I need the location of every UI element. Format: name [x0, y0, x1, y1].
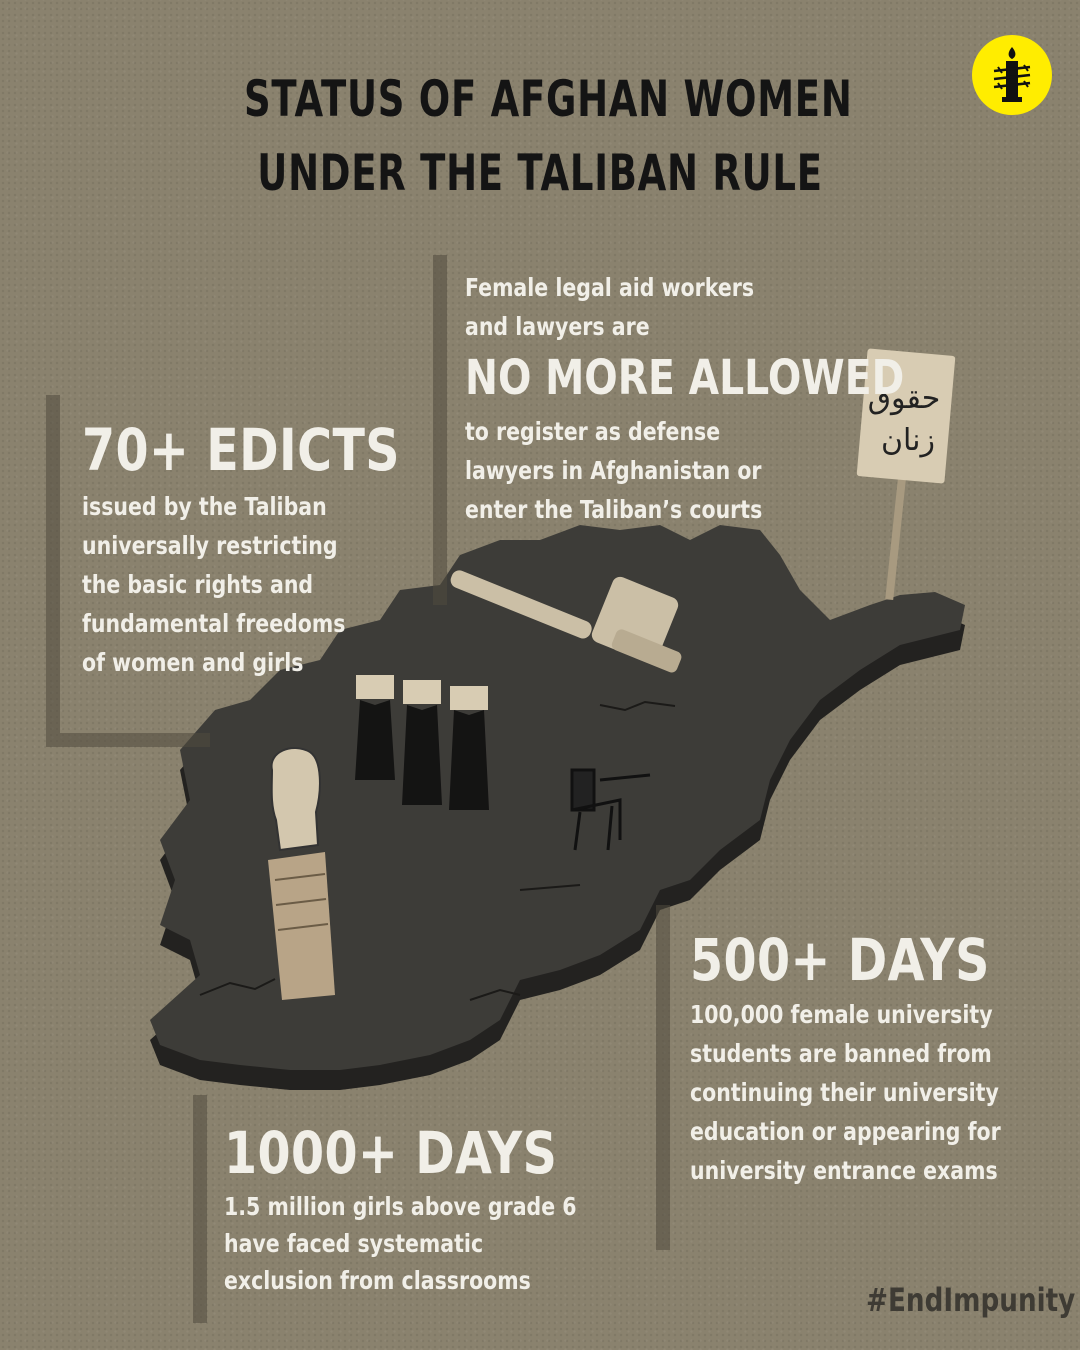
lawyers-line: lawyers in Afghanistan or — [465, 456, 762, 485]
university-line: continuing their university — [690, 1078, 999, 1107]
sign-text-1: حقوق — [868, 381, 941, 416]
lawyers-intro-line: Female legal aid workers — [465, 273, 755, 302]
raised-fist-icon — [268, 747, 335, 1000]
university-line: university entrance exams — [690, 1156, 998, 1185]
sign-text-2: زنان — [881, 423, 935, 458]
schools-headline: 1000+ DAYS — [224, 1119, 558, 1187]
lawyers-line: enter the Taliban’s courts — [465, 495, 763, 524]
school-chair-icon — [570, 768, 651, 851]
gavel-icon — [450, 570, 682, 673]
university-bracket — [656, 905, 670, 1250]
amnesty-logo — [972, 35, 1052, 115]
hashtag-text: #EndImpunity — [866, 1281, 1076, 1319]
schools-line: have faced systematic — [224, 1229, 484, 1258]
edicts-line: of women and girls — [82, 648, 304, 677]
edicts-line: universally restricting — [82, 531, 338, 560]
university-stat: 500+ DAYS 100,000 female university stud… — [690, 927, 1069, 1190]
university-headline: 500+ DAYS — [690, 926, 990, 994]
university-line: students are banned from — [690, 1039, 992, 1068]
edicts-bracket — [46, 395, 210, 747]
title-line-2: UNDER THE TALIBAN RULE — [257, 144, 823, 202]
candle-barbed-wire-icon — [993, 47, 1031, 102]
lawyers-line: to register as defense — [465, 417, 721, 446]
schools-line: exclusion from classrooms — [224, 1266, 531, 1295]
lawyers-headline: NO MORE ALLOWED — [465, 350, 905, 406]
edicts-stat: 70+ EDICTS issued by the Taliban univers… — [82, 417, 470, 682]
schools-bracket — [193, 1095, 207, 1323]
title-line-1: STATUS OF AFGHAN WOMEN — [244, 70, 853, 128]
protesting-women-icon — [355, 675, 489, 810]
page-title: STATUS OF AFGHAN WOMEN UNDER THE TALIBAN… — [244, 62, 853, 210]
university-line: education or appearing for — [690, 1117, 1001, 1146]
edicts-line: issued by the Taliban — [82, 492, 327, 521]
edicts-line: the basic rights and — [82, 570, 314, 599]
lawyers-intro-line: and lawyers are — [465, 312, 650, 341]
edicts-line: fundamental freedoms — [82, 609, 346, 638]
schools-line: 1.5 million girls above grade 6 — [224, 1192, 577, 1221]
schools-stat: 1000+ DAYS 1.5 million girls above grade… — [224, 1120, 654, 1299]
lawyers-stat: Female legal aid workers and lawyers are… — [465, 268, 1001, 529]
protest-sign-icon: حقوق زنان — [856, 348, 956, 601]
university-line: 100,000 female university — [690, 1000, 993, 1029]
edicts-headline: 70+ EDICTS — [82, 416, 400, 484]
lawyers-bracket — [433, 255, 447, 605]
